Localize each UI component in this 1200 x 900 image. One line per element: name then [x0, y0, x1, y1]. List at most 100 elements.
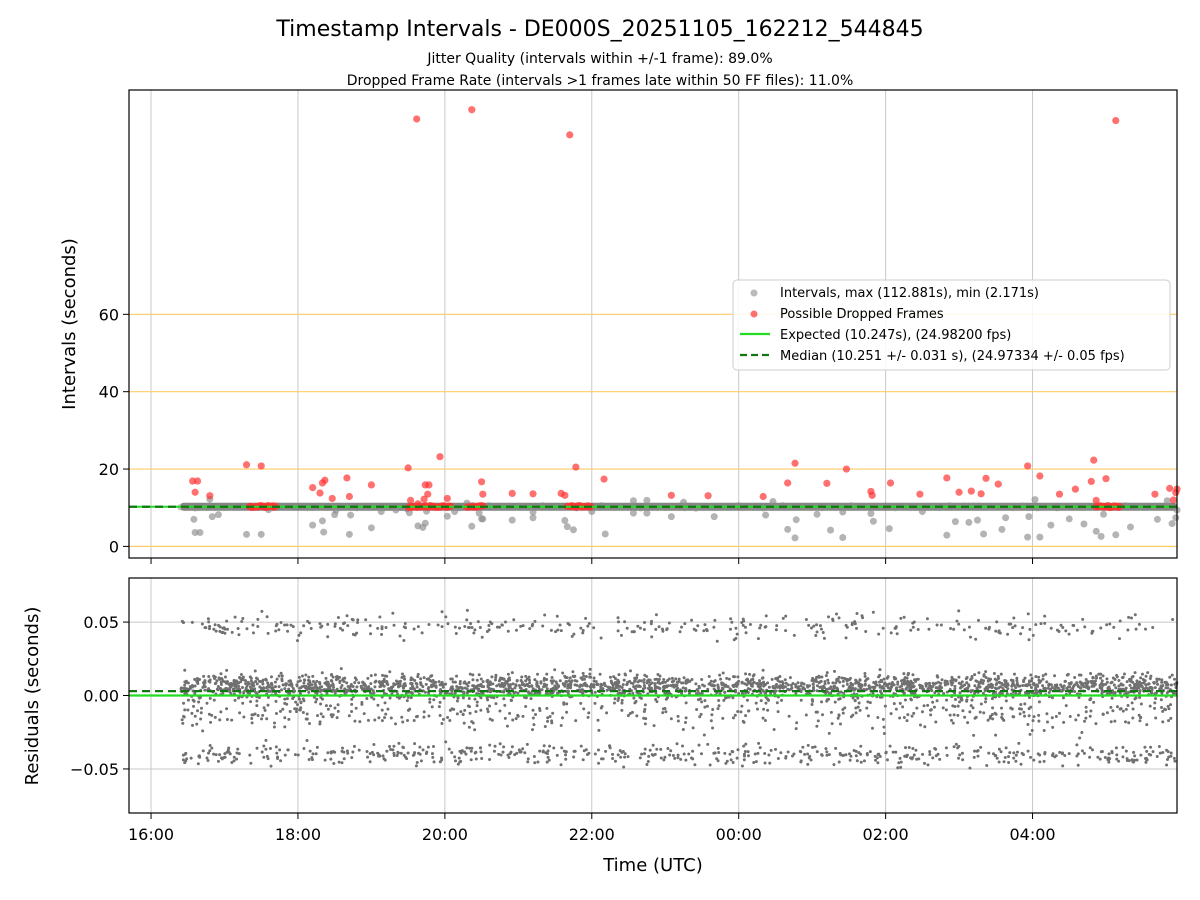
residual-point: [506, 672, 510, 676]
interval-point: [1065, 515, 1073, 523]
residual-point: [854, 711, 858, 715]
residual-point: [486, 684, 490, 688]
residual-point: [223, 627, 227, 631]
residual-point: [273, 685, 277, 689]
residual-point: [446, 715, 450, 719]
residual-point: [871, 691, 875, 695]
residual-point: [823, 680, 827, 684]
residual-point: [564, 750, 568, 754]
residual-point: [631, 682, 635, 686]
residual-point: [1019, 632, 1023, 636]
residual-point: [540, 688, 544, 692]
residual-point: [366, 755, 370, 759]
residual-point: [799, 684, 803, 688]
residual-point: [397, 741, 401, 745]
residual-point: [422, 676, 426, 680]
residual-point: [424, 682, 428, 686]
residual-point: [728, 752, 732, 756]
residual-point: [469, 749, 473, 753]
residual-point: [277, 628, 281, 632]
residual-point: [1148, 704, 1152, 708]
residual-point: [283, 753, 287, 757]
residual-point: [382, 677, 386, 681]
residual-point: [867, 684, 871, 688]
residual-point: [1003, 756, 1007, 760]
residual-point: [1133, 613, 1137, 617]
residual-point: [413, 742, 417, 746]
residual-point: [957, 756, 961, 760]
residual-point: [1098, 686, 1102, 690]
interval-point: [347, 511, 355, 519]
residual-point: [586, 715, 590, 719]
residual-point: [416, 625, 420, 629]
residual-point: [611, 685, 615, 689]
residual-point: [413, 679, 417, 683]
residual-point: [1053, 674, 1057, 678]
residual-point: [251, 684, 255, 688]
residual-point: [1075, 743, 1079, 747]
intervals-y-axis-label: Intervals (seconds): [59, 238, 80, 410]
residual-point: [671, 753, 675, 757]
residual-point: [1011, 678, 1015, 682]
residual-point: [1119, 687, 1123, 691]
residual-point: [440, 610, 444, 614]
residual-point: [830, 722, 834, 726]
residual-point: [453, 680, 457, 684]
residual-point: [532, 755, 536, 759]
residual-point: [1031, 719, 1035, 723]
residual-point: [511, 682, 515, 686]
residual-point: [884, 750, 888, 754]
x-tick-label: 20:00: [422, 825, 468, 844]
residual-point: [596, 718, 600, 722]
residual-point: [255, 699, 259, 703]
residual-point: [642, 680, 646, 684]
residual-point: [372, 753, 376, 757]
residual-point: [841, 707, 845, 711]
residual-point: [826, 678, 830, 682]
residual-point: [691, 726, 695, 730]
residual-point: [1151, 750, 1155, 754]
residual-point: [985, 685, 989, 689]
residual-point: [465, 618, 469, 622]
residual-point: [613, 697, 617, 701]
residual-point: [395, 754, 399, 758]
residual-point: [758, 679, 762, 683]
residual-point: [254, 680, 258, 684]
residual-point: [751, 674, 755, 678]
residual-point: [1037, 675, 1041, 679]
residual-point: [1163, 707, 1167, 711]
residual-point: [763, 625, 767, 629]
residual-point: [251, 623, 255, 627]
residual-point: [237, 633, 241, 637]
residual-point: [617, 696, 621, 700]
residual-point: [722, 698, 726, 702]
residual-point: [1132, 750, 1136, 754]
residual-point: [847, 678, 851, 682]
residual-point: [1112, 683, 1116, 687]
residual-point: [617, 673, 621, 677]
residual-point: [925, 682, 929, 686]
residual-point: [356, 618, 360, 622]
interval-point: [479, 515, 487, 523]
residual-point: [784, 629, 788, 633]
residual-point: [938, 757, 942, 761]
residual-point: [524, 705, 528, 709]
residual-point: [611, 682, 615, 686]
residual-point: [431, 755, 435, 759]
residual-point: [599, 682, 603, 686]
residual-point: [1014, 759, 1018, 763]
residual-point: [548, 744, 552, 748]
residual-point: [535, 684, 539, 688]
residual-point: [532, 723, 536, 727]
residual-point: [502, 745, 506, 749]
residual-point: [416, 675, 420, 679]
residual-point: [754, 760, 758, 764]
residual-point: [256, 713, 260, 717]
residual-point: [202, 681, 206, 685]
residual-point: [467, 725, 471, 729]
residual-point: [459, 710, 463, 714]
residual-point: [271, 686, 275, 690]
residual-point: [549, 628, 553, 632]
residual-point: [263, 708, 267, 712]
